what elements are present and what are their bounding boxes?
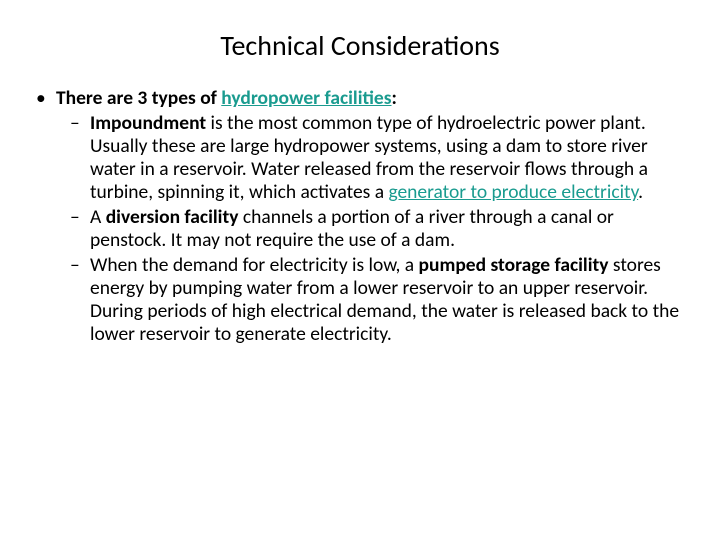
sub-list: – Impoundment is the most common type of… (70, 112, 690, 346)
item-bold-0: Impoundment (90, 111, 206, 135)
item-bold-2: pumped storage facility (419, 253, 609, 277)
slide-content: • There are 3 types of hydropower facili… (30, 87, 690, 346)
item-text-2: When the demand for electricity is low, … (90, 254, 690, 346)
bullet-dot-icon: • (36, 87, 56, 110)
slide-title: Technical Considerations (30, 28, 690, 63)
list-item: – A diversion facility channels a portio… (70, 206, 690, 252)
item-bold-1: diversion facility (106, 205, 239, 229)
dash-icon: – (70, 206, 90, 252)
intro-line: There are 3 types of hydropower faciliti… (56, 87, 397, 110)
item-pre-1: A (90, 205, 106, 229)
item-link-0[interactable]: generator to produce electricity (388, 180, 638, 204)
intro-link[interactable]: hydropower facilities (221, 86, 391, 110)
intro-suffix: : (392, 86, 397, 110)
bullet-level1: • There are 3 types of hydropower facili… (36, 87, 690, 110)
item-text-1: A diversion facility channels a portion … (90, 206, 690, 252)
item-after-0: . (638, 180, 643, 204)
dash-icon: – (70, 112, 90, 204)
dash-icon: – (70, 254, 90, 346)
list-item: – When the demand for electricity is low… (70, 254, 690, 346)
item-text-0: Impoundment is the most common type of h… (90, 112, 690, 204)
slide: Technical Considerations • There are 3 t… (0, 0, 720, 540)
intro-prefix: There are 3 types of (56, 86, 221, 110)
list-item: – Impoundment is the most common type of… (70, 112, 690, 204)
item-pre-2: When the demand for electricity is low, … (90, 253, 419, 277)
